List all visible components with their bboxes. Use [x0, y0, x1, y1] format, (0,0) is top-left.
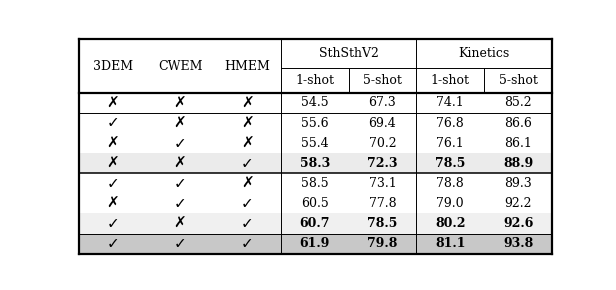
Text: ✗: ✗	[241, 176, 254, 191]
Text: 93.8: 93.8	[503, 237, 533, 250]
Text: 55.4: 55.4	[301, 137, 328, 150]
Text: HMEM: HMEM	[224, 59, 270, 72]
Text: 70.2: 70.2	[368, 137, 396, 150]
Text: ✓: ✓	[241, 216, 254, 231]
Text: ✗: ✗	[107, 95, 120, 110]
Text: 78.5: 78.5	[435, 157, 466, 170]
Text: 5-shot: 5-shot	[499, 74, 538, 87]
Text: Kinetics: Kinetics	[458, 47, 510, 60]
Text: 88.9: 88.9	[503, 157, 533, 170]
Text: ✗: ✗	[174, 115, 187, 130]
Text: ✓: ✓	[107, 216, 120, 231]
Text: 81.1: 81.1	[435, 237, 466, 250]
Text: 55.6: 55.6	[301, 117, 328, 130]
Text: 1-shot: 1-shot	[295, 74, 334, 87]
Text: ✓: ✓	[174, 176, 187, 191]
Bar	[79, 153, 552, 173]
Text: 85.2: 85.2	[505, 96, 532, 109]
Text: SthSthV2: SthSthV2	[318, 47, 378, 60]
Text: 79.0: 79.0	[437, 197, 464, 210]
Text: ✗: ✗	[174, 216, 187, 231]
Text: ✗: ✗	[241, 136, 254, 151]
Text: 58.5: 58.5	[301, 177, 328, 190]
Text: 76.8: 76.8	[436, 117, 464, 130]
Text: ✗: ✗	[174, 95, 187, 110]
Text: ✓: ✓	[174, 236, 187, 251]
Text: CWEM: CWEM	[158, 59, 202, 72]
Text: 73.1: 73.1	[368, 177, 396, 190]
Text: 67.3: 67.3	[368, 96, 396, 109]
Text: 80.2: 80.2	[435, 217, 466, 230]
Text: ✗: ✗	[107, 136, 120, 151]
Text: 74.1: 74.1	[436, 96, 464, 109]
Text: 58.3: 58.3	[299, 157, 330, 170]
Text: 92.6: 92.6	[503, 217, 533, 230]
Text: ✗: ✗	[241, 95, 254, 110]
Bar	[79, 213, 552, 233]
Text: 78.5: 78.5	[367, 217, 398, 230]
Text: ✓: ✓	[107, 176, 120, 191]
Text: 72.3: 72.3	[367, 157, 398, 170]
Bar	[79, 233, 552, 254]
Text: 3DEM: 3DEM	[93, 59, 133, 72]
Text: ✓: ✓	[241, 196, 254, 211]
Text: ✓: ✓	[241, 236, 254, 251]
Text: ✗: ✗	[107, 156, 120, 171]
Text: 61.9: 61.9	[299, 237, 330, 250]
Text: 89.3: 89.3	[505, 177, 532, 190]
Text: ✓: ✓	[107, 115, 120, 130]
Text: ✗: ✗	[174, 156, 187, 171]
Text: 92.2: 92.2	[505, 197, 532, 210]
Text: ✓: ✓	[174, 136, 187, 151]
Text: 60.7: 60.7	[299, 217, 330, 230]
Text: 76.1: 76.1	[436, 137, 464, 150]
Text: 1-shot: 1-shot	[431, 74, 470, 87]
Text: ✓: ✓	[107, 236, 120, 251]
Text: 5-shot: 5-shot	[363, 74, 402, 87]
Text: 86.1: 86.1	[504, 137, 532, 150]
Text: 77.8: 77.8	[368, 197, 396, 210]
Text: 79.8: 79.8	[367, 237, 398, 250]
Text: ✗: ✗	[107, 196, 120, 211]
Text: ✗: ✗	[241, 115, 254, 130]
Text: ✓: ✓	[174, 196, 187, 211]
Text: 69.4: 69.4	[368, 117, 396, 130]
Text: 60.5: 60.5	[301, 197, 328, 210]
Text: 54.5: 54.5	[301, 96, 328, 109]
Text: ✓: ✓	[241, 156, 254, 171]
Text: 86.6: 86.6	[504, 117, 532, 130]
Text: 78.8: 78.8	[436, 177, 464, 190]
